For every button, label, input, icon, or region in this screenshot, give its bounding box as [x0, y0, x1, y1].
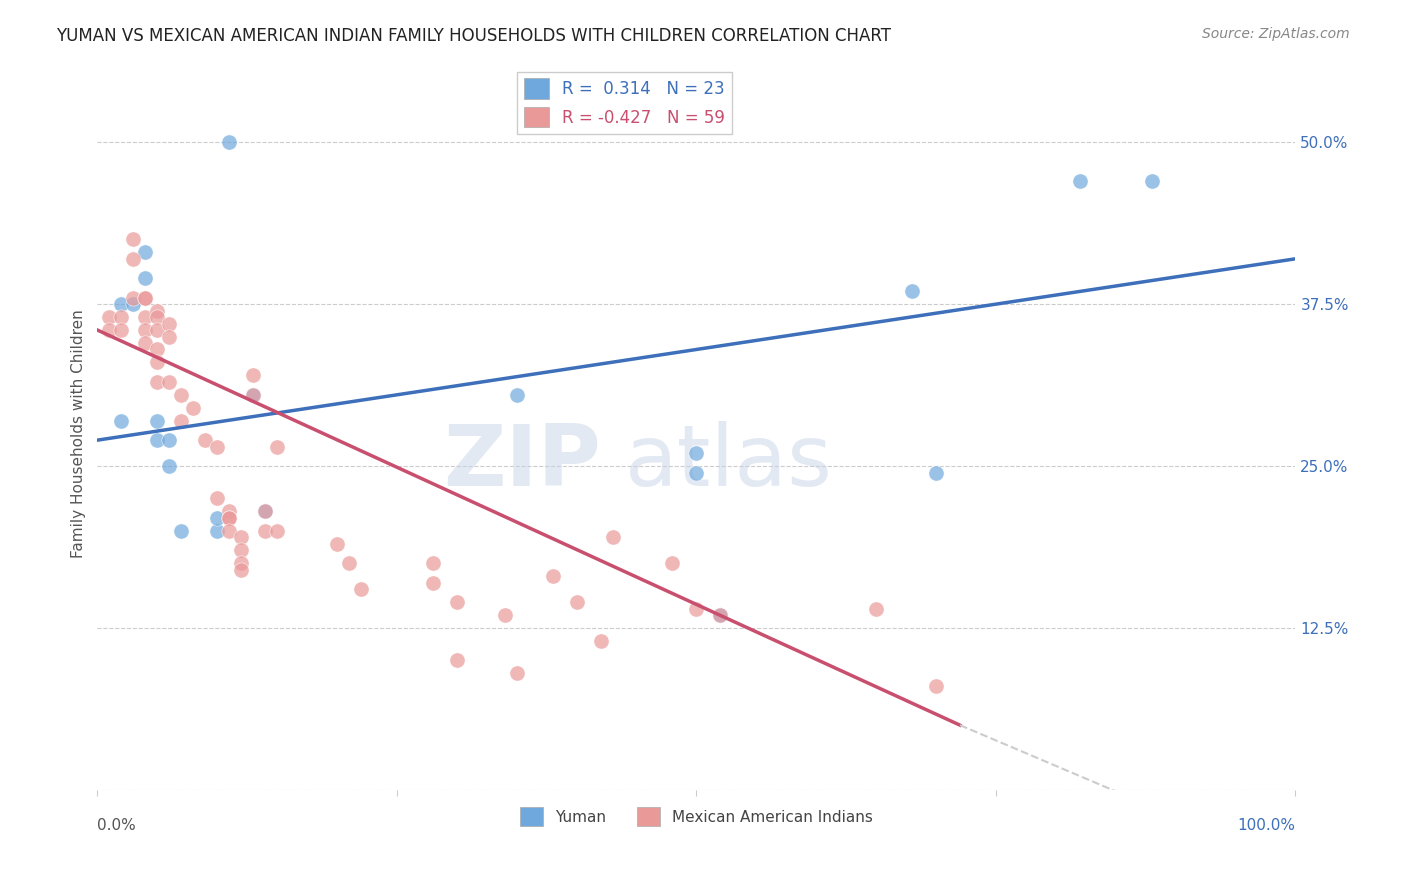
Point [134, 271, 156, 285]
Point [170, 388, 193, 402]
Point [218, 135, 240, 149]
Point [157, 317, 180, 331]
Point [505, 666, 527, 681]
Point [110, 297, 132, 311]
Point [170, 524, 193, 538]
Point [218, 524, 240, 538]
Text: YUMAN VS MEXICAN AMERICAN INDIAN FAMILY HOUSEHOLDS WITH CHILDREN CORRELATION CHA: YUMAN VS MEXICAN AMERICAN INDIAN FAMILY … [56, 27, 891, 45]
Point [218, 504, 240, 518]
Point [134, 336, 156, 351]
Point [1140, 174, 1163, 188]
Point [146, 310, 169, 324]
Point [146, 303, 169, 318]
Point [242, 388, 264, 402]
Point [901, 284, 924, 298]
Point [146, 323, 169, 337]
Point [110, 414, 132, 428]
Point [602, 530, 624, 544]
Point [709, 608, 731, 623]
Point [565, 595, 588, 609]
Point [589, 634, 612, 648]
Point [541, 569, 564, 583]
Point [181, 401, 204, 415]
Point [146, 433, 169, 447]
Point [98, 323, 121, 337]
Point [229, 530, 252, 544]
Point [254, 524, 277, 538]
Point [98, 310, 121, 324]
Point [266, 524, 288, 538]
Point [146, 343, 169, 357]
Point [110, 310, 132, 324]
Point [229, 556, 252, 570]
Text: 100.0%: 100.0% [1237, 819, 1295, 833]
Text: ZIP: ZIP [443, 421, 600, 504]
Point [350, 582, 373, 596]
Point [865, 601, 887, 615]
Point [134, 291, 156, 305]
Point [205, 440, 228, 454]
Point [134, 323, 156, 337]
Point [146, 375, 169, 389]
Point [685, 446, 707, 460]
Point [709, 608, 731, 623]
Point [422, 575, 444, 590]
Point [254, 504, 277, 518]
Point [446, 653, 468, 667]
Point [122, 232, 145, 246]
Point [229, 543, 252, 558]
Point [494, 608, 516, 623]
Point [1069, 174, 1091, 188]
Legend: Yuman, Mexican American Indians: Yuman, Mexican American Indians [515, 801, 879, 832]
Point [326, 537, 349, 551]
Text: Source: ZipAtlas.com: Source: ZipAtlas.com [1202, 27, 1350, 41]
Point [134, 291, 156, 305]
Point [122, 297, 145, 311]
Point [229, 563, 252, 577]
Point [146, 414, 169, 428]
Point [205, 491, 228, 506]
Point [422, 556, 444, 570]
Point [134, 310, 156, 324]
Point [146, 355, 169, 369]
Point [110, 323, 132, 337]
Point [266, 440, 288, 454]
Point [134, 245, 156, 260]
Point [122, 291, 145, 305]
Point [218, 511, 240, 525]
Point [194, 433, 217, 447]
Point [446, 595, 468, 609]
Text: atlas: atlas [624, 421, 832, 504]
Point [157, 375, 180, 389]
Point [157, 329, 180, 343]
Point [685, 466, 707, 480]
Point [925, 466, 948, 480]
Point [337, 556, 360, 570]
Point [685, 601, 707, 615]
Point [170, 414, 193, 428]
Y-axis label: Family Households with Children: Family Households with Children [72, 310, 86, 558]
Point [242, 388, 264, 402]
Point [205, 511, 228, 525]
Point [925, 679, 948, 693]
Point [218, 511, 240, 525]
Point [157, 433, 180, 447]
Point [505, 388, 527, 402]
Point [157, 458, 180, 473]
Text: 0.0%: 0.0% [97, 819, 136, 833]
Point [242, 368, 264, 383]
Point [122, 252, 145, 266]
Point [254, 504, 277, 518]
Point [205, 524, 228, 538]
Point [661, 556, 683, 570]
